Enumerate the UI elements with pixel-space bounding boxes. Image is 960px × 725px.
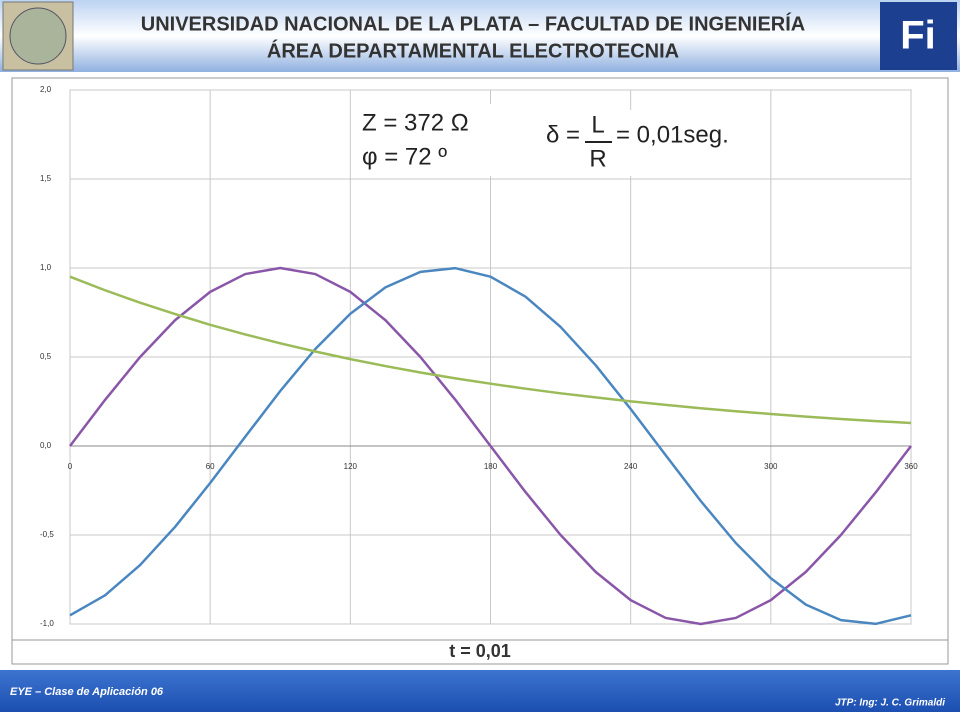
y-tick-label: 0,5 [40, 352, 52, 361]
x-tick-label: 300 [764, 462, 778, 471]
x-tick-label: 240 [624, 462, 638, 471]
y-tick-label: 2,0 [40, 85, 52, 94]
series-line [69, 266, 912, 626]
x-tick-label: 120 [344, 462, 358, 471]
x-tick-label: 360 [904, 462, 918, 471]
x-tick-label: 0 [68, 462, 73, 471]
logo-text: Fi [900, 14, 936, 58]
fraction-den: R [589, 145, 606, 172]
logo-right [880, 2, 957, 70]
header-subtitle: ÁREA DEPARTAMENTAL ELECTROTECNIA [267, 39, 679, 62]
logo-seal [9, 7, 67, 65]
header-band [0, 0, 960, 72]
footer-band [0, 670, 960, 712]
y-tick-label: 1,5 [40, 174, 52, 183]
y-tick-label: -1,0 [40, 619, 54, 628]
x-tick-label: 60 [206, 462, 215, 471]
annotation-box [536, 110, 760, 176]
y-tick-label: 0,0 [40, 441, 52, 450]
y-tick-label: 1,0 [40, 263, 52, 272]
y-tick-label: -0,5 [40, 530, 54, 539]
delta-value: = 0,01seg. [616, 121, 729, 148]
x-tick-label: 180 [484, 462, 498, 471]
delta-label: δ = [546, 121, 580, 148]
fraction-num: L [591, 111, 604, 138]
plot: 2,0 1,5 1,0 0,5 0,0 -0,5 -1,0 0 60 120 180 240 300 36… [40, 85, 918, 628]
time-label: t = 0,01 [449, 641, 511, 661]
series-line [69, 275, 912, 425]
phase: φ = 72 º [362, 143, 447, 170]
footer-left: EYE – Clase de Aplicación 06 [10, 686, 164, 698]
annotation-box [354, 104, 506, 176]
header-title: UNIVERSIDAD NACIONAL DE LA PLATA – FACUL… [141, 12, 805, 35]
series-line [69, 266, 912, 626]
impedance: Z = 372 Ω [362, 109, 469, 136]
footer-right: JTP: Ing: J. C. Grimaldi [835, 698, 945, 709]
